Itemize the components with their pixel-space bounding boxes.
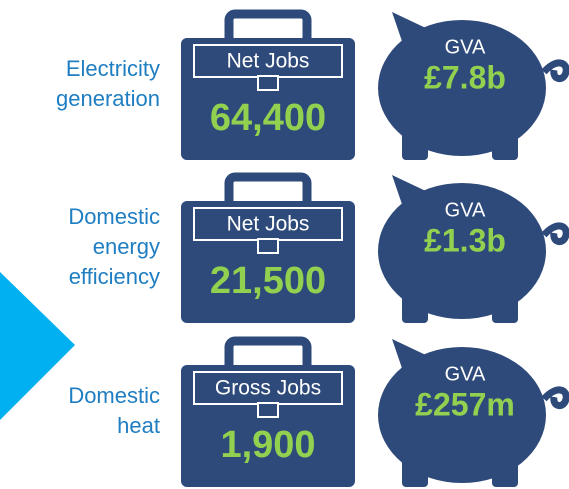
gva-label: GVA — [445, 363, 486, 385]
clasp — [257, 238, 279, 254]
pig-leg — [402, 293, 428, 323]
gva-value: £1.3b — [424, 222, 506, 258]
clasp — [257, 75, 279, 91]
gva-label: GVA — [445, 36, 486, 58]
row-label: efficiency — [69, 264, 160, 289]
row-label: generation — [56, 86, 160, 111]
pig-ear — [392, 339, 430, 377]
pig-leg — [402, 457, 428, 487]
row-label: Domestic — [68, 383, 160, 408]
jobs-label: Net Jobs — [227, 213, 310, 236]
chevron — [0, 272, 75, 420]
pig-leg — [492, 130, 518, 160]
jobs-value: 1,900 — [220, 424, 315, 466]
briefcase-body — [181, 365, 355, 487]
pig-leg — [402, 130, 428, 160]
briefcase-body — [181, 201, 355, 323]
row: Domestic energy efficiency Net Jobs 21,500 GV… — [68, 172, 569, 323]
row: Electricity generation Net Jobs 64,400 GVA£7… — [56, 9, 569, 160]
briefcase-body — [181, 38, 355, 160]
jobs-label: Gross Jobs — [215, 377, 321, 400]
clasp — [257, 402, 279, 418]
jobs-value: 21,500 — [210, 260, 326, 302]
row-label: Domestic — [68, 204, 160, 229]
row: Domestic heat Gross Jobs 1,900 GVA£257m — [68, 336, 569, 487]
pig-tail — [541, 222, 569, 245]
jobs-label: Net Jobs — [227, 50, 310, 73]
gva-value: £257m — [415, 386, 515, 422]
pig-body — [378, 20, 546, 156]
pig-ear — [392, 12, 430, 50]
pig-leg — [492, 293, 518, 323]
pig-body — [378, 183, 546, 319]
pig-leg — [492, 457, 518, 487]
gva-label: GVA — [445, 199, 486, 221]
row-label: heat — [117, 413, 160, 438]
row-label: energy — [93, 234, 160, 259]
pig-tail — [541, 386, 569, 409]
row-label: Electricity — [66, 56, 160, 81]
gva-value: £7.8b — [424, 59, 506, 95]
jobs-value: 64,400 — [210, 97, 326, 139]
pig-ear — [392, 175, 430, 213]
pig-body — [378, 347, 546, 483]
pig-tail — [541, 59, 569, 82]
